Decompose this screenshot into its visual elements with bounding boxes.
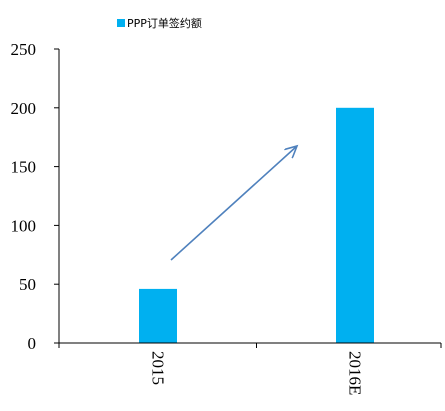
bar-2015 bbox=[139, 288, 177, 343]
y-axis-ticks: 0 50 100 150 200 250 bbox=[11, 40, 59, 353]
y-tick-label: 100 bbox=[11, 216, 37, 235]
x-category-label: 2016E bbox=[346, 351, 365, 395]
y-tick-label: 150 bbox=[11, 158, 37, 177]
legend-swatch bbox=[117, 19, 125, 27]
y-tick-label: 50 bbox=[19, 275, 36, 294]
x-category-label: 2015 bbox=[149, 351, 168, 385]
bars bbox=[139, 107, 374, 343]
y-tick-label: 200 bbox=[11, 99, 37, 118]
x-axis-labels: 2015 2016E bbox=[58, 343, 442, 395]
trend-arrow bbox=[170, 146, 297, 261]
y-tick-label: 0 bbox=[28, 334, 37, 353]
legend: PPP订单签约额 bbox=[117, 16, 202, 30]
bar-2016E bbox=[336, 107, 374, 343]
legend-label: PPP订单签约额 bbox=[127, 16, 202, 30]
y-tick-label: 250 bbox=[11, 40, 37, 59]
